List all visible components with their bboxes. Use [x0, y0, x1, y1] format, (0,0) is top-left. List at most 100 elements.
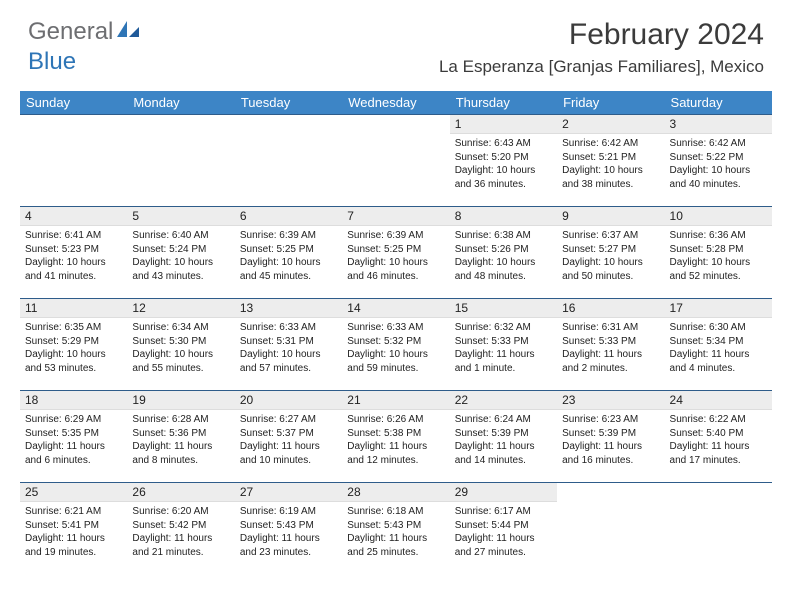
day-content: Sunrise: 6:38 AMSunset: 5:26 PMDaylight:… — [450, 226, 557, 288]
day-number: 5 — [127, 207, 234, 226]
day-cell: 22Sunrise: 6:24 AMSunset: 5:39 PMDayligh… — [450, 391, 557, 483]
day-cell: 10Sunrise: 6:36 AMSunset: 5:28 PMDayligh… — [665, 207, 772, 299]
day-cell — [665, 483, 772, 575]
day-content: Sunrise: 6:28 AMSunset: 5:36 PMDaylight:… — [127, 410, 234, 472]
day-content: Sunrise: 6:39 AMSunset: 5:25 PMDaylight:… — [342, 226, 449, 288]
dayname-sunday: Sunday — [20, 91, 127, 115]
day-content: Sunrise: 6:36 AMSunset: 5:28 PMDaylight:… — [665, 226, 772, 288]
day-cell — [557, 483, 664, 575]
day-number: 6 — [235, 207, 342, 226]
day-cell: 19Sunrise: 6:28 AMSunset: 5:36 PMDayligh… — [127, 391, 234, 483]
day-content: Sunrise: 6:24 AMSunset: 5:39 PMDaylight:… — [450, 410, 557, 472]
dayname-thursday: Thursday — [450, 91, 557, 115]
title-block: February 2024 La Esperanza [Granjas Fami… — [439, 18, 764, 77]
day-cell: 20Sunrise: 6:27 AMSunset: 5:37 PMDayligh… — [235, 391, 342, 483]
day-cell: 12Sunrise: 6:34 AMSunset: 5:30 PMDayligh… — [127, 299, 234, 391]
day-cell: 18Sunrise: 6:29 AMSunset: 5:35 PMDayligh… — [20, 391, 127, 483]
day-number: 20 — [235, 391, 342, 410]
day-number: 18 — [20, 391, 127, 410]
day-content: Sunrise: 6:27 AMSunset: 5:37 PMDaylight:… — [235, 410, 342, 472]
day-number: 12 — [127, 299, 234, 318]
day-content: Sunrise: 6:19 AMSunset: 5:43 PMDaylight:… — [235, 502, 342, 564]
logo-text-general: General — [28, 18, 113, 46]
day-number: 21 — [342, 391, 449, 410]
day-content: Sunrise: 6:33 AMSunset: 5:31 PMDaylight:… — [235, 318, 342, 380]
day-number: 9 — [557, 207, 664, 226]
day-number: 26 — [127, 483, 234, 502]
day-cell: 25Sunrise: 6:21 AMSunset: 5:41 PMDayligh… — [20, 483, 127, 575]
day-cell: 4Sunrise: 6:41 AMSunset: 5:23 PMDaylight… — [20, 207, 127, 299]
day-cell — [20, 115, 127, 207]
day-content: Sunrise: 6:32 AMSunset: 5:33 PMDaylight:… — [450, 318, 557, 380]
day-number: 11 — [20, 299, 127, 318]
day-cell: 15Sunrise: 6:32 AMSunset: 5:33 PMDayligh… — [450, 299, 557, 391]
day-content: Sunrise: 6:23 AMSunset: 5:39 PMDaylight:… — [557, 410, 664, 472]
logo: General — [28, 18, 143, 46]
day-cell: 29Sunrise: 6:17 AMSunset: 5:44 PMDayligh… — [450, 483, 557, 575]
day-cell: 23Sunrise: 6:23 AMSunset: 5:39 PMDayligh… — [557, 391, 664, 483]
day-content: Sunrise: 6:29 AMSunset: 5:35 PMDaylight:… — [20, 410, 127, 472]
dayname-saturday: Saturday — [665, 91, 772, 115]
day-content: Sunrise: 6:35 AMSunset: 5:29 PMDaylight:… — [20, 318, 127, 380]
day-number: 14 — [342, 299, 449, 318]
day-content: Sunrise: 6:26 AMSunset: 5:38 PMDaylight:… — [342, 410, 449, 472]
day-content: Sunrise: 6:17 AMSunset: 5:44 PMDaylight:… — [450, 502, 557, 564]
day-content: Sunrise: 6:18 AMSunset: 5:43 PMDaylight:… — [342, 502, 449, 564]
day-number: 3 — [665, 115, 772, 134]
day-cell: 11Sunrise: 6:35 AMSunset: 5:29 PMDayligh… — [20, 299, 127, 391]
day-cell: 28Sunrise: 6:18 AMSunset: 5:43 PMDayligh… — [342, 483, 449, 575]
location: La Esperanza [Granjas Familiares], Mexic… — [439, 57, 764, 77]
day-content: Sunrise: 6:22 AMSunset: 5:40 PMDaylight:… — [665, 410, 772, 472]
day-cell — [235, 115, 342, 207]
day-cell: 5Sunrise: 6:40 AMSunset: 5:24 PMDaylight… — [127, 207, 234, 299]
day-number: 29 — [450, 483, 557, 502]
week-row: 11Sunrise: 6:35 AMSunset: 5:29 PMDayligh… — [20, 299, 772, 391]
day-content: Sunrise: 6:42 AMSunset: 5:21 PMDaylight:… — [557, 134, 664, 196]
day-content: Sunrise: 6:31 AMSunset: 5:33 PMDaylight:… — [557, 318, 664, 380]
day-content: Sunrise: 6:20 AMSunset: 5:42 PMDaylight:… — [127, 502, 234, 564]
logo-text-blue: Blue — [28, 48, 76, 76]
day-cell: 9Sunrise: 6:37 AMSunset: 5:27 PMDaylight… — [557, 207, 664, 299]
day-cell: 21Sunrise: 6:26 AMSunset: 5:38 PMDayligh… — [342, 391, 449, 483]
day-cell: 7Sunrise: 6:39 AMSunset: 5:25 PMDaylight… — [342, 207, 449, 299]
day-content: Sunrise: 6:40 AMSunset: 5:24 PMDaylight:… — [127, 226, 234, 288]
day-cell: 1Sunrise: 6:43 AMSunset: 5:20 PMDaylight… — [450, 115, 557, 207]
day-number: 4 — [20, 207, 127, 226]
day-cell: 6Sunrise: 6:39 AMSunset: 5:25 PMDaylight… — [235, 207, 342, 299]
dayname-wednesday: Wednesday — [342, 91, 449, 115]
day-cell: 13Sunrise: 6:33 AMSunset: 5:31 PMDayligh… — [235, 299, 342, 391]
week-row: 18Sunrise: 6:29 AMSunset: 5:35 PMDayligh… — [20, 391, 772, 483]
day-content: Sunrise: 6:37 AMSunset: 5:27 PMDaylight:… — [557, 226, 664, 288]
sail-icon — [115, 19, 141, 44]
day-content: Sunrise: 6:43 AMSunset: 5:20 PMDaylight:… — [450, 134, 557, 196]
day-number: 22 — [450, 391, 557, 410]
day-cell: 27Sunrise: 6:19 AMSunset: 5:43 PMDayligh… — [235, 483, 342, 575]
header: General February 2024 La Esperanza [Gran… — [0, 0, 792, 81]
day-cell: 16Sunrise: 6:31 AMSunset: 5:33 PMDayligh… — [557, 299, 664, 391]
day-cell: 26Sunrise: 6:20 AMSunset: 5:42 PMDayligh… — [127, 483, 234, 575]
day-number: 23 — [557, 391, 664, 410]
calendar-table: Sunday Monday Tuesday Wednesday Thursday… — [20, 91, 772, 575]
day-number: 10 — [665, 207, 772, 226]
day-number: 24 — [665, 391, 772, 410]
dayname-friday: Friday — [557, 91, 664, 115]
day-number: 25 — [20, 483, 127, 502]
day-number: 1 — [450, 115, 557, 134]
dayname-tuesday: Tuesday — [235, 91, 342, 115]
day-content: Sunrise: 6:21 AMSunset: 5:41 PMDaylight:… — [20, 502, 127, 564]
week-row: 1Sunrise: 6:43 AMSunset: 5:20 PMDaylight… — [20, 115, 772, 207]
day-number: 19 — [127, 391, 234, 410]
day-content: Sunrise: 6:39 AMSunset: 5:25 PMDaylight:… — [235, 226, 342, 288]
day-number: 15 — [450, 299, 557, 318]
day-cell: 8Sunrise: 6:38 AMSunset: 5:26 PMDaylight… — [450, 207, 557, 299]
day-cell: 2Sunrise: 6:42 AMSunset: 5:21 PMDaylight… — [557, 115, 664, 207]
day-number: 2 — [557, 115, 664, 134]
day-number: 16 — [557, 299, 664, 318]
dayname-monday: Monday — [127, 91, 234, 115]
dayname-row: Sunday Monday Tuesday Wednesday Thursday… — [20, 91, 772, 115]
day-content: Sunrise: 6:30 AMSunset: 5:34 PMDaylight:… — [665, 318, 772, 380]
day-cell: 3Sunrise: 6:42 AMSunset: 5:22 PMDaylight… — [665, 115, 772, 207]
day-cell: 17Sunrise: 6:30 AMSunset: 5:34 PMDayligh… — [665, 299, 772, 391]
day-content: Sunrise: 6:42 AMSunset: 5:22 PMDaylight:… — [665, 134, 772, 196]
day-cell — [342, 115, 449, 207]
